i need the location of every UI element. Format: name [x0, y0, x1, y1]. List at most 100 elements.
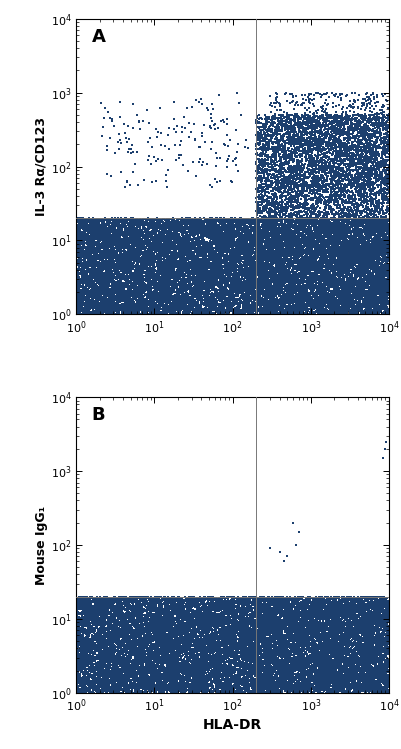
Point [332, 594, 339, 606]
Point [215, 265, 221, 277]
Point [144, 668, 150, 680]
Point [230, 674, 236, 686]
Point [277, 258, 283, 270]
Point [357, 268, 363, 280]
Point [299, 291, 306, 303]
Point [131, 668, 137, 680]
Point [173, 682, 180, 694]
Point [323, 210, 330, 222]
Point [327, 130, 333, 142]
Point [132, 307, 139, 319]
Point [373, 647, 379, 659]
Point [306, 624, 313, 636]
Point [354, 209, 360, 221]
Point [176, 261, 182, 273]
Point [349, 601, 355, 613]
Point [310, 635, 316, 647]
Point [201, 592, 208, 604]
Point [353, 637, 360, 649]
Point [227, 257, 233, 269]
Point [299, 261, 305, 273]
Point [365, 613, 372, 625]
Point [346, 267, 352, 279]
Point [384, 168, 390, 180]
Point [316, 672, 322, 684]
Point [267, 683, 273, 695]
Point [178, 602, 184, 614]
Point [122, 636, 128, 648]
Point [141, 228, 147, 240]
Point [270, 210, 277, 222]
Point [379, 289, 385, 301]
Point [343, 230, 350, 242]
Point [253, 229, 260, 241]
Point [147, 606, 153, 618]
Point [103, 649, 110, 661]
Point [231, 622, 237, 634]
Point [192, 224, 199, 236]
Point [371, 279, 377, 291]
Point [140, 240, 146, 252]
Point [342, 264, 348, 276]
Point [141, 175, 147, 187]
Point [191, 307, 197, 319]
Point [122, 308, 128, 320]
Point [258, 261, 264, 273]
Point [130, 654, 136, 666]
Point [238, 610, 244, 622]
Point [166, 267, 172, 279]
Point [367, 249, 373, 261]
Point [319, 220, 325, 232]
Point [352, 266, 359, 278]
Point [279, 132, 285, 144]
Point [113, 675, 120, 687]
Point [352, 224, 359, 236]
Point [282, 208, 288, 220]
Point [278, 225, 285, 237]
Point [113, 681, 120, 693]
Point [263, 290, 269, 302]
Point [356, 625, 363, 637]
Point [102, 600, 108, 612]
Point [212, 676, 218, 688]
Point [176, 278, 183, 290]
Point [345, 209, 352, 221]
Point [250, 613, 257, 625]
Point [270, 228, 276, 240]
Point [370, 619, 376, 631]
Point [78, 222, 85, 234]
Point [186, 222, 192, 234]
Point [125, 607, 132, 619]
Point [206, 629, 212, 641]
Point [323, 288, 329, 300]
Point [114, 213, 120, 225]
Point [255, 672, 262, 684]
Point [273, 150, 279, 162]
Point [126, 276, 133, 288]
Point [343, 271, 349, 283]
Point [243, 272, 249, 284]
Point [310, 609, 316, 621]
Point [363, 660, 370, 672]
Point [362, 298, 369, 310]
Point [289, 261, 296, 273]
Point [292, 273, 299, 285]
Point [377, 648, 384, 660]
Point [190, 654, 196, 666]
Point [98, 279, 105, 291]
Point [351, 164, 357, 176]
Point [77, 601, 83, 613]
Point [233, 607, 239, 619]
Point [115, 658, 121, 670]
Point [260, 294, 266, 306]
Point [282, 297, 289, 309]
Point [157, 643, 164, 655]
Point [102, 283, 109, 295]
Point [136, 685, 142, 697]
Point [260, 683, 266, 695]
Point [353, 642, 359, 654]
Point [197, 243, 203, 255]
Point [189, 667, 196, 679]
Point [317, 163, 323, 175]
Point [122, 278, 128, 290]
